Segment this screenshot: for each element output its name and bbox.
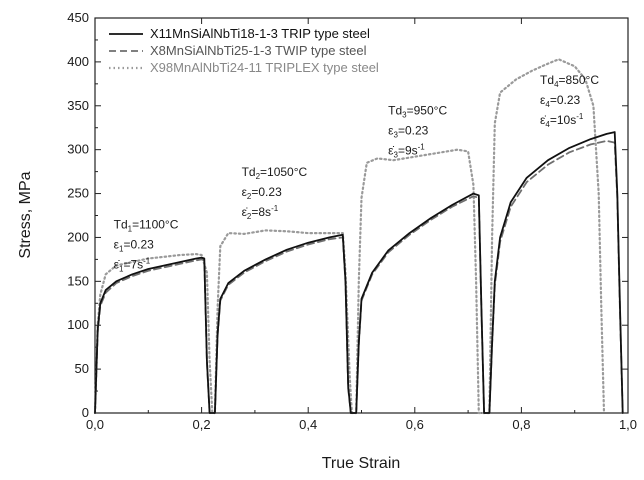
annotation-line: Td3=950°C [388,104,447,120]
annot-value: =10s [550,113,576,127]
annot-symbol: ε̇ [242,205,248,219]
y-axis-title: Stress, MPa [17,171,34,258]
annot-symbol: Td [388,104,402,118]
legend-label: X11MnSiAlNbTi18-1-3 TRIP type steel [150,26,370,41]
annot-symbol: Td [242,165,256,179]
annot-sub: 4 [545,100,550,109]
annotation-line: ε1=0.23 [114,238,155,254]
legend: X11MnSiAlNbTi18-1-3 TRIP type steel X8MnS… [109,26,379,75]
annot-value: =950°C [407,104,448,118]
annotation-line: ε2=0.23 [242,185,283,201]
annotation-block: Td3=950°Cε3=0.23ε̇3=9s-1 [388,104,447,160]
annotation-line: ε̇3=9s-1 [388,143,425,160]
annot-symbol: Td [540,73,554,87]
y-tick-label: 150 [67,273,89,288]
annotation-line: ε4=0.23 [540,93,581,109]
annot-value: =1050°C [260,165,308,179]
x-tick-label: 0,2 [193,417,211,432]
annot-sub: 1 [128,225,133,234]
legend-label: X8MnSiAlNbTi25-1-3 TWIP type steel [150,43,367,58]
annot-sub: 4 [545,120,550,129]
annot-value: =0.23 [251,185,282,199]
annot-symbol: ε [540,93,546,107]
x-tick-label: 0,8 [512,417,530,432]
annot-sub: 2 [247,192,252,201]
annot-sub: 3 [402,111,407,120]
annot-sup: -1 [576,112,584,121]
annot-sub: 3 [394,151,399,160]
annot-sub: 4 [554,80,559,89]
annot-sup: -1 [143,257,151,266]
series-line-3 [93,58,606,415]
annot-value: =8s [251,205,271,219]
annotation-line: ε3=0.23 [388,124,429,140]
annot-value: =0.23 [398,124,429,138]
annot-value: =9s [398,144,418,158]
y-tick-label: 450 [67,10,89,25]
annot-symbol: ε̇ [114,258,120,272]
y-tick-label: 250 [67,186,89,201]
annotation-line: ε̇2=8s-1 [242,204,279,221]
y-tick-label: 200 [67,229,89,244]
x-tick-label: 0,4 [299,417,317,432]
y-tick-label: 100 [67,317,89,332]
annot-value: =1100°C [132,218,179,232]
annotation-block: Td2=1050°Cε2=0.23ε̇2=8s-1 [242,165,308,221]
annot-sup: -1 [418,143,426,152]
series-line-1 [94,131,624,414]
annotation-block: Td1=1100°Cε1=0.23ε̇1=7s-1 [114,218,179,274]
annot-value: =0.23 [123,238,154,252]
annotation-block: Td4=850°Cε4=0.23ε̇4=10s-1 [540,73,599,129]
annot-value: =850°C [559,73,600,87]
series-layer [93,58,624,415]
annot-sub: 2 [256,172,261,181]
x-tick-label: 0,0 [86,417,104,432]
y-tick-label: 400 [67,54,89,69]
y-tick-label: 300 [67,142,89,157]
annot-sub: 2 [247,212,252,221]
annotation-line: Td4=850°C [540,73,599,89]
annot-symbol: ε̇ [388,144,394,158]
annot-sub: 1 [119,265,124,274]
annotation-line: ε̇1=7s-1 [114,257,151,274]
annotation-line: ε̇4=10s-1 [540,112,584,129]
y-tick-label: 0 [82,405,89,420]
annot-sup: -1 [271,204,279,213]
annotations: Td1=1100°Cε1=0.23ε̇1=7s-1Td2=1050°Cε2=0.… [114,73,600,274]
annot-symbol: ε [242,185,248,199]
y-tick-label: 350 [67,98,89,113]
annot-sub: 3 [394,131,399,140]
annot-value: =0.23 [550,93,581,107]
annot-symbol: ε [114,238,120,252]
axis-layer: 0,0 0,2 0,4 0,6 0,8 1,0 0 50 100 150 200 250 300 350 4… [67,10,637,432]
legend-label: X98MnAlNbTi24-11 TRIPLEX type steel [150,60,379,75]
annot-symbol: ε [388,124,394,138]
x-tick-label: 0,6 [406,417,424,432]
annot-symbol: ε̇ [540,113,546,127]
annotation-line: Td2=1050°C [242,165,308,181]
annotation-line: Td1=1100°C [114,218,179,234]
x-axis-title: True Strain [322,455,401,472]
y-tick-label: 50 [75,361,89,376]
x-tick-label: 1,0 [619,417,637,432]
annot-symbol: Td [114,218,128,232]
annot-value: =7s [123,258,143,272]
annot-sub: 1 [119,245,124,254]
